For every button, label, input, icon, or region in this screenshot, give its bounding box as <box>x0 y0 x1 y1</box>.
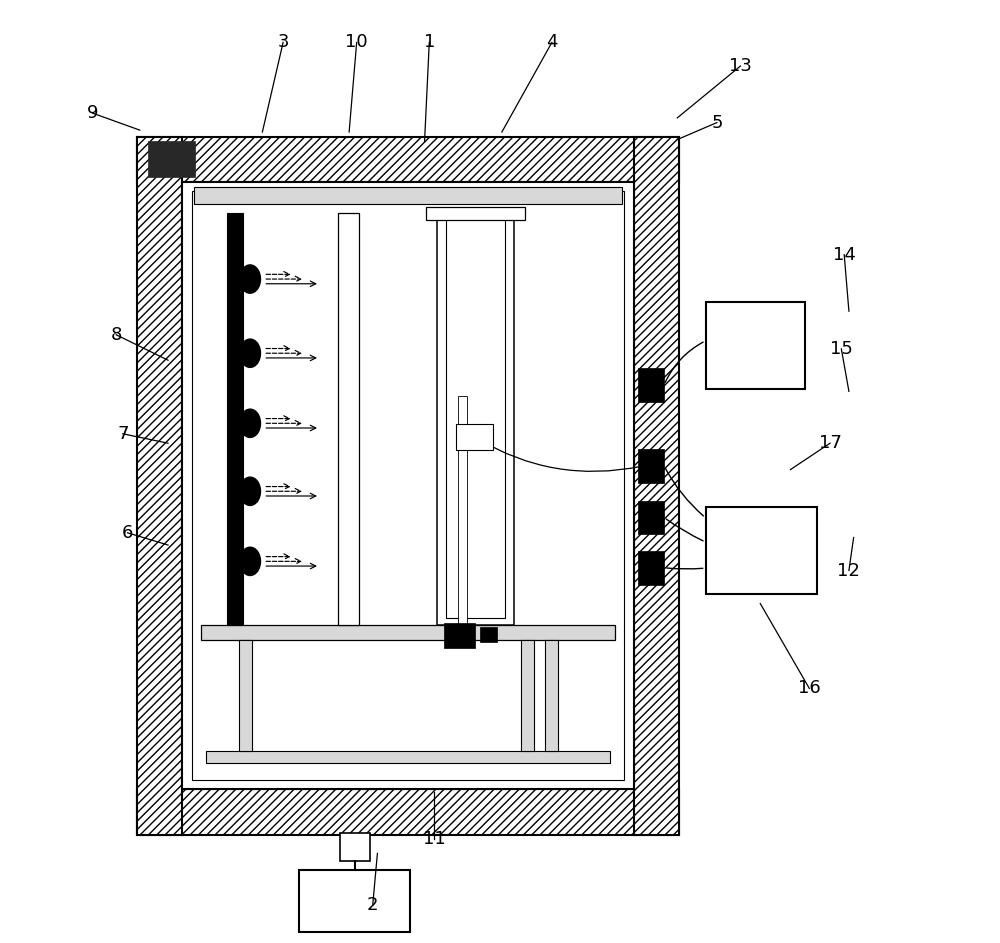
Text: 15: 15 <box>830 339 853 358</box>
Bar <box>201 625 615 640</box>
Bar <box>634 137 679 835</box>
Bar <box>545 640 558 751</box>
Bar <box>458 396 467 625</box>
Ellipse shape <box>240 409 260 438</box>
Bar <box>638 449 664 483</box>
Bar <box>340 833 370 861</box>
Bar <box>239 640 252 751</box>
Ellipse shape <box>240 547 260 575</box>
Bar <box>638 501 664 535</box>
Bar <box>227 213 243 625</box>
Bar <box>299 870 410 932</box>
Text: 5: 5 <box>711 113 723 132</box>
Bar <box>446 210 505 618</box>
Bar <box>521 640 534 751</box>
Bar <box>426 207 525 220</box>
Text: 9: 9 <box>87 104 98 123</box>
Bar <box>444 623 475 648</box>
Bar <box>437 208 514 625</box>
Bar <box>148 141 195 177</box>
Text: 4: 4 <box>546 33 558 52</box>
Bar <box>194 187 622 204</box>
Bar <box>192 191 624 780</box>
Text: 1: 1 <box>424 33 435 52</box>
Text: 7: 7 <box>117 424 129 443</box>
Bar <box>456 423 493 450</box>
Bar <box>182 182 634 789</box>
Bar <box>706 507 817 594</box>
Text: 12: 12 <box>837 561 860 580</box>
Bar <box>706 302 805 389</box>
Text: 6: 6 <box>122 523 133 542</box>
Text: 14: 14 <box>833 245 856 264</box>
Text: 16: 16 <box>798 679 821 698</box>
Text: 3: 3 <box>277 33 289 52</box>
Text: 2: 2 <box>367 896 378 915</box>
Ellipse shape <box>240 265 260 293</box>
Text: 8: 8 <box>111 325 122 344</box>
Bar <box>137 137 182 835</box>
Ellipse shape <box>240 339 260 368</box>
Bar <box>338 213 359 625</box>
Text: 13: 13 <box>729 57 752 75</box>
Bar <box>137 789 679 835</box>
Bar <box>638 368 664 402</box>
Ellipse shape <box>240 477 260 505</box>
Bar <box>206 751 610 763</box>
Bar <box>480 627 497 642</box>
Bar <box>137 137 679 182</box>
Text: 11: 11 <box>423 830 445 849</box>
Text: 17: 17 <box>819 434 841 453</box>
Bar <box>638 551 664 585</box>
Text: 10: 10 <box>345 33 368 52</box>
